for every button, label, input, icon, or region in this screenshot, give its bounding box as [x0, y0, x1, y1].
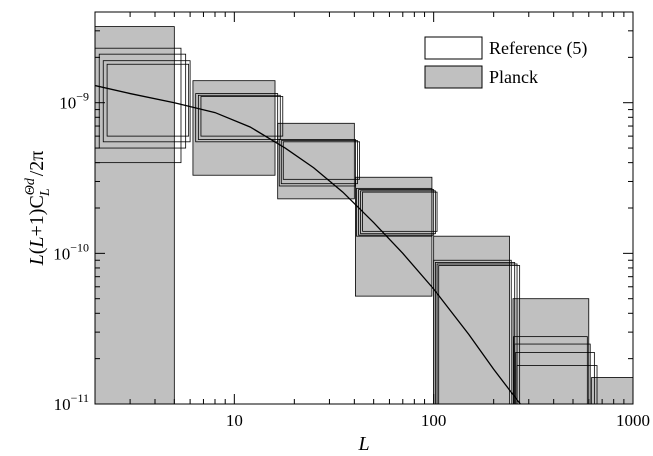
x-tick-label: 10 [226, 411, 243, 430]
x-tick-label: 1000 [616, 411, 650, 430]
reference-box [360, 190, 436, 235]
reference-box [358, 189, 435, 236]
svg-text:L(L+1)CΘdL/2π: L(L+1)CΘdL/2π [23, 151, 53, 267]
x-tick-label: 100 [421, 411, 447, 430]
planck-box [591, 377, 633, 404]
theory-curve [95, 84, 522, 404]
legend-swatch-reference [424, 36, 483, 60]
reference-box [433, 259, 512, 404]
y-tick-label: 10−9 [59, 90, 89, 113]
reference-box [106, 63, 190, 137]
reference-box [436, 263, 518, 404]
theory-curve-layer [95, 84, 522, 404]
planck-box [192, 80, 276, 176]
reference-box [282, 141, 360, 180]
reference-box [513, 336, 588, 404]
axis-ticks: 10 100 1000 10−11 10−10 10−9 [53, 11, 650, 430]
reference-box [195, 93, 279, 143]
planck-box [95, 26, 175, 404]
reference-box [98, 53, 187, 149]
legend: Reference (5) Planck [424, 36, 587, 89]
reference-box [95, 47, 182, 164]
reference-boxes [95, 47, 598, 404]
reference-box [200, 96, 284, 137]
planck-box [512, 298, 590, 404]
planck-box [355, 176, 433, 297]
legend-swatch-planck [424, 65, 483, 89]
reference-box [438, 265, 521, 404]
reference-box [278, 139, 356, 187]
reference-box [102, 60, 191, 143]
reference-box [280, 140, 358, 185]
planck-box [277, 122, 355, 200]
x-axis-label: L [357, 433, 369, 455]
y-tick-label: 10−10 [53, 240, 89, 263]
planck-boxes [95, 26, 633, 404]
y-tick-label: 10−11 [54, 391, 89, 414]
reference-box [434, 262, 516, 404]
reference-box [197, 94, 281, 140]
reference-box [516, 365, 598, 404]
legend-label-reference: Reference (5) [489, 38, 587, 59]
reference-box [356, 187, 433, 237]
planck-box [433, 235, 510, 404]
y-axis-label: L(L+1)CΘdL/2π [23, 151, 53, 267]
legend-label-planck: Planck [489, 67, 538, 87]
